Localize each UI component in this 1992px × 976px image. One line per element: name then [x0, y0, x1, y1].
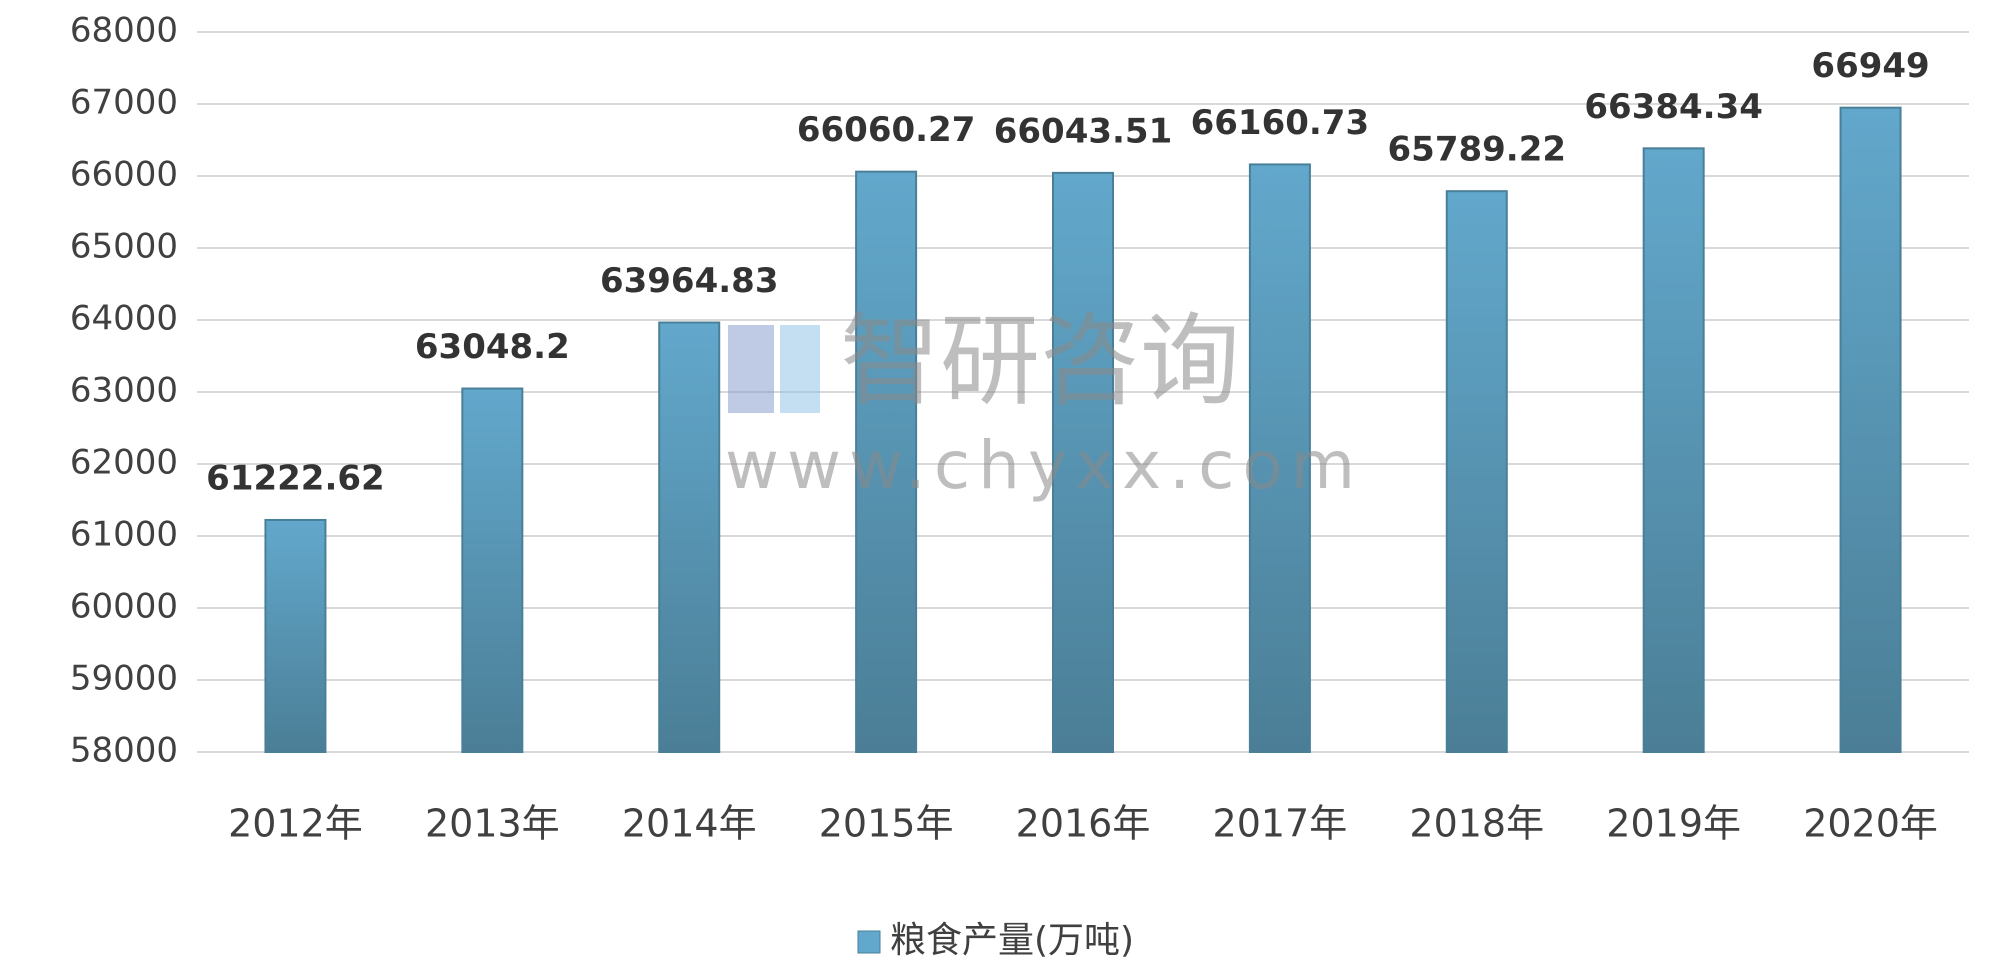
- x-tick-label: 2012年: [228, 802, 363, 846]
- bar: [461, 387, 524, 753]
- x-tick-label: 2019年: [1606, 802, 1741, 846]
- watermark-name: 智研咨询: [840, 302, 1240, 419]
- x-tick-label: 2018年: [1409, 802, 1544, 846]
- bar: [1445, 190, 1508, 754]
- y-tick-label: 62000: [70, 443, 178, 483]
- x-tick-label: 2014年: [622, 802, 757, 846]
- bar: [855, 170, 918, 753]
- legend-label: 粮食产量(万吨): [890, 920, 1134, 961]
- y-tick-label: 64000: [70, 299, 178, 339]
- data-label: 65789.22: [1388, 130, 1567, 170]
- watermark-logo: [728, 325, 774, 413]
- bar: [658, 321, 721, 753]
- bar: [264, 518, 327, 754]
- watermark-url: www.chyxx.com: [725, 427, 1363, 504]
- y-tick-label: 60000: [70, 587, 178, 627]
- y-tick-label: 58000: [70, 731, 178, 771]
- data-label: 63048.2: [415, 327, 570, 367]
- x-tick-label: 2015年: [819, 802, 954, 846]
- bar: [1248, 163, 1311, 754]
- data-label: 66160.73: [1191, 103, 1370, 143]
- data-label: 66949: [1811, 46, 1929, 86]
- y-tick-label: 63000: [70, 371, 178, 411]
- watermark-logo: [780, 325, 820, 413]
- legend-swatch: [857, 930, 881, 954]
- watermark: 智研咨询 www.chyxx.com: [725, 302, 1363, 504]
- x-tick-label: 2016年: [1016, 802, 1151, 846]
- bar: [1052, 171, 1114, 753]
- bars: [264, 106, 1902, 754]
- x-tick-label: 2017年: [1213, 802, 1348, 846]
- y-tick-label: 68000: [70, 11, 178, 51]
- x-tick-label: 2013年: [425, 802, 560, 846]
- x-tick-label: 2020年: [1803, 802, 1938, 846]
- y-tick-label: 65000: [70, 227, 178, 267]
- data-label: 66043.51: [994, 111, 1173, 151]
- y-tick-label: 61000: [70, 515, 178, 555]
- data-label: 61222.62: [206, 458, 385, 498]
- y-tick-label: 59000: [70, 659, 178, 699]
- data-label: 63964.83: [600, 261, 779, 301]
- y-tick-label: 67000: [70, 83, 178, 123]
- labels: 58000 59000 60000 61000 62000 63000 64000 65000…: [70, 11, 1938, 962]
- data-label: 66060.27: [797, 110, 976, 150]
- y-tick-label: 66000: [70, 155, 178, 195]
- bar: [1642, 147, 1705, 753]
- data-label: 66384.34: [1584, 87, 1763, 127]
- bar: [1839, 106, 1902, 753]
